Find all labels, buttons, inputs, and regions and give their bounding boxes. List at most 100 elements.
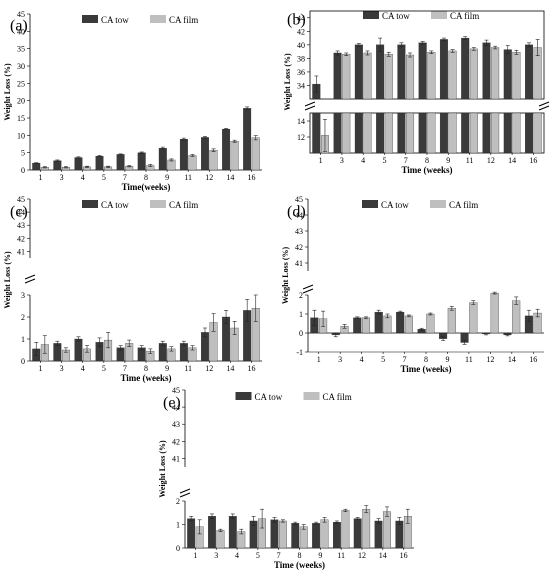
legend-label-ca-tow: CA tow xyxy=(101,200,129,210)
legend-swatch-ca-film xyxy=(430,200,446,208)
x-tick-label: 1 xyxy=(319,156,323,165)
bar-ca-film xyxy=(533,112,542,154)
bar-ca-tow xyxy=(376,44,385,100)
legend-swatch-ca-film xyxy=(431,11,447,19)
legend-swatch-ca-tow xyxy=(235,392,252,400)
bar-ca-tow xyxy=(376,112,385,154)
bar-ca-film xyxy=(230,141,239,171)
x-tick-label: 11 xyxy=(337,551,345,560)
bar-ca-tow xyxy=(374,311,383,334)
x-tick-label: 9 xyxy=(445,355,449,364)
x-axis-label: Time (weeks) xyxy=(274,560,325,570)
y-tick-label: 0 xyxy=(299,329,303,338)
bar-ca-tow xyxy=(312,112,321,154)
y-axis-label: Weight Loss (%) xyxy=(281,247,290,305)
legend-e: CA tow CA film xyxy=(235,392,352,402)
legend-swatch-ca-tow xyxy=(362,200,378,208)
y-tick-label: 45 xyxy=(172,386,180,395)
x-tick-label: 14 xyxy=(508,355,516,364)
x-tick-label: 11 xyxy=(465,355,473,364)
bar-ca-film xyxy=(383,511,391,549)
bar-ca-tow xyxy=(482,112,491,154)
bar-ca-film xyxy=(406,54,415,100)
x-tick-label: 9 xyxy=(318,551,322,560)
bar-ca-film xyxy=(448,50,457,100)
legend-label-ca-tow: CA tow xyxy=(101,15,129,25)
bar-ca-tow xyxy=(354,44,363,100)
x-tick-label: 12 xyxy=(205,364,213,373)
x-tick-label: 8 xyxy=(144,173,148,182)
bar-ca-tow xyxy=(397,112,406,154)
x-tick-label: 1 xyxy=(317,355,321,364)
x-tick-label: 14 xyxy=(508,156,516,165)
bar-ca-tow xyxy=(332,522,341,549)
bar-ca-tow xyxy=(158,343,167,362)
x-tick-label: 5 xyxy=(381,355,385,364)
bar-ca-film xyxy=(361,317,371,334)
x-tick-label: 4 xyxy=(361,156,365,165)
bar-ca-film xyxy=(383,315,392,334)
bar-ca-film xyxy=(209,150,218,171)
y-tick-label: 45 xyxy=(17,10,25,19)
bar-ca-tow xyxy=(418,42,427,100)
legend-label-ca-tow: CA tow xyxy=(382,11,410,21)
y-tick-label: 40 xyxy=(297,41,305,50)
x-tick-label: 5 xyxy=(102,364,106,373)
y-tick-label: 45 xyxy=(295,195,303,204)
legend-c: CA tow CA film xyxy=(82,200,198,210)
legend-label-ca-tow: CA tow xyxy=(255,392,283,402)
x-tick-label: 8 xyxy=(144,364,148,373)
y-tick-label: 43 xyxy=(295,227,303,236)
bar-ca-film xyxy=(469,48,478,100)
x-tick-label: 16 xyxy=(529,355,537,364)
x-tick-label: 4 xyxy=(81,173,85,182)
y-tick-label: 38 xyxy=(297,54,305,63)
bar-ca-tow xyxy=(222,128,231,171)
y-axis-label: Weight Loss (%) xyxy=(283,53,292,111)
bar-ca-film xyxy=(216,530,225,549)
x-tick-label: 9 xyxy=(165,364,169,373)
bar-ca-tow xyxy=(74,157,83,171)
y-tick-label: 25 xyxy=(17,79,25,88)
y-tick-label: 2 xyxy=(21,313,25,322)
legend-a: CA tow CA film xyxy=(82,15,198,25)
y-tick-label: 1 xyxy=(21,335,25,344)
bar-ca-film xyxy=(490,292,499,334)
x-tick-label: 11 xyxy=(466,156,474,165)
x-tick-label: 3 xyxy=(214,551,218,560)
x-tick-label: 4 xyxy=(81,364,85,373)
x-tick-label: 7 xyxy=(123,364,127,373)
bar-ca-tow xyxy=(187,518,196,549)
x-tick-label: 11 xyxy=(184,173,192,182)
bar-ca-tow xyxy=(461,112,470,154)
bar-ca-tow xyxy=(353,317,362,334)
x-tick-label: 9 xyxy=(165,173,169,182)
legend-label-ca-film: CA film xyxy=(450,11,479,21)
y-tick-label: 45 xyxy=(17,195,25,204)
y-tick-label: 3 xyxy=(21,291,25,300)
x-tick-label: 16 xyxy=(247,364,255,373)
panel-label-c: (c) xyxy=(10,203,28,220)
bar-ca-film xyxy=(299,526,308,549)
x-tick-label: 1 xyxy=(39,364,43,373)
y-axis-label: Weight Loss (%) xyxy=(158,440,167,498)
legend-d: CA tow CA film xyxy=(362,200,478,210)
bar-ca-tow xyxy=(395,520,404,549)
y-tick-label: 42 xyxy=(297,27,305,36)
y-tick-label: 1 xyxy=(299,310,303,319)
bar-ca-tow xyxy=(179,138,188,171)
axis-break-mark-b xyxy=(304,105,316,111)
x-tick-label: 1 xyxy=(193,551,197,560)
x-tick-label: 5 xyxy=(382,156,386,165)
bar-ca-film xyxy=(362,509,371,549)
y-tick-label: -1 xyxy=(296,348,303,357)
x-tick-label: 1 xyxy=(39,173,43,182)
x-tick-label: 7 xyxy=(277,551,281,560)
y-axis-label: Weight Loss (%) xyxy=(3,251,12,309)
x-tick-label: 4 xyxy=(235,551,239,560)
